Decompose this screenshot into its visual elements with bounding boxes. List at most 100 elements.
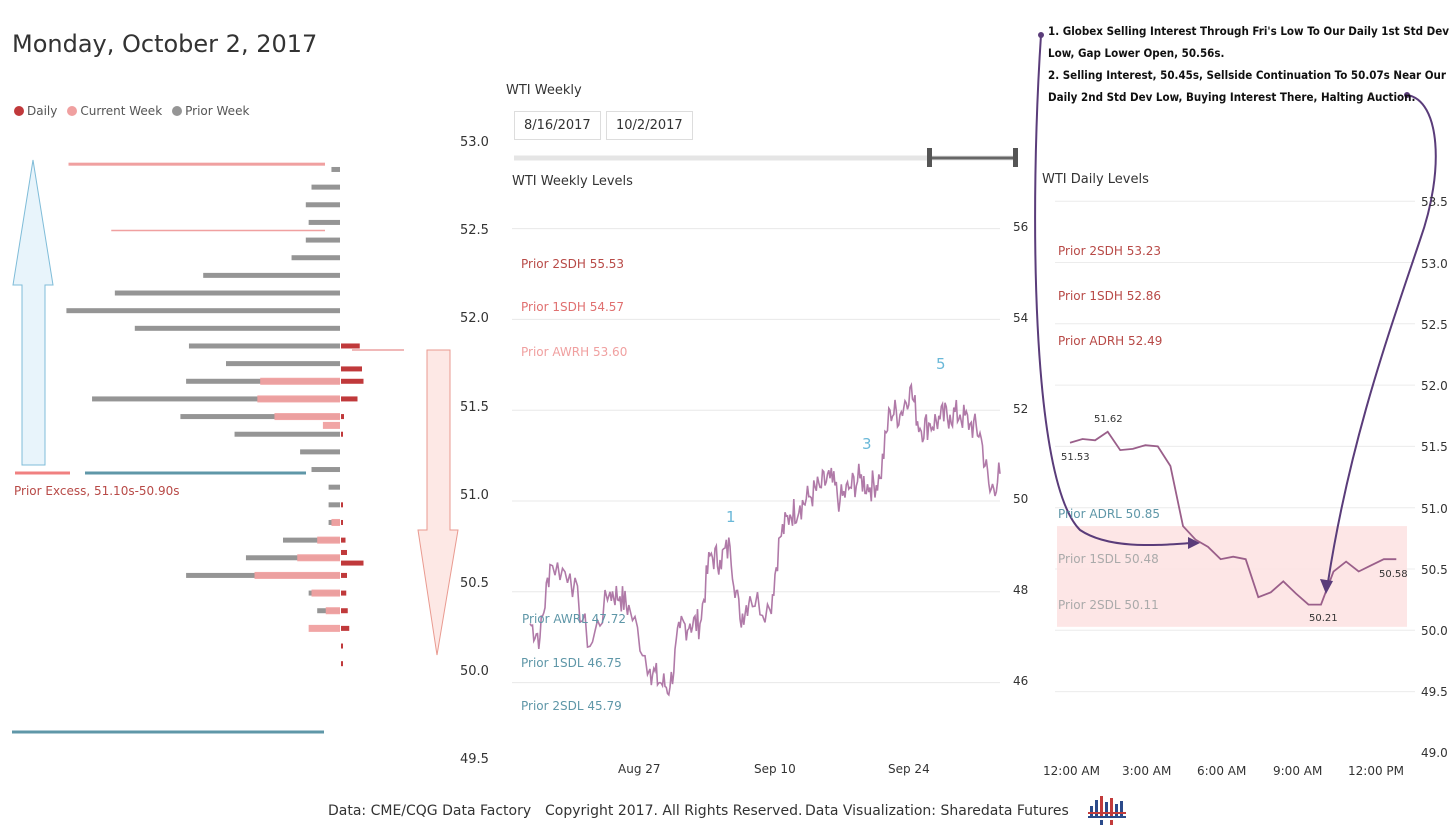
current-week-bar [260,377,340,385]
annotation-line: 1. Globex Selling Interest Through Fri's… [1048,24,1449,38]
profile-y-tick: 51.0 [460,488,489,503]
daily-x-tick: 12:00 PM [1348,764,1404,778]
daily-y-tick: 53.0 [1421,257,1448,271]
bar-chart-logo-icon [1088,796,1126,825]
daily-bar [341,572,347,578]
prior-week-bar [331,166,340,172]
arrow-head-icon [1320,579,1333,594]
prior-week-bar [328,502,340,508]
daily-level-label: Prior 1SDH 52.86 [1058,289,1162,303]
annotation-line: 2. Selling Interest, 50.45s, Sellside Co… [1048,68,1447,82]
annotation-line: Daily 2nd Std Dev Low, Buying Interest T… [1048,90,1416,104]
daily-bar [341,396,358,402]
down-arrow-icon [417,349,459,656]
weekly-y-tick: 48 [1013,583,1029,597]
prior-week-bar [134,325,340,331]
current-week-bar [317,536,340,544]
start-date-input[interactable]: 8/16/2017 [514,111,601,140]
legend-dot-current-week [67,106,78,116]
daily-y-tick: 51.0 [1421,502,1448,516]
footer-copyright: Copyright 2017. All Rights Reserved. [545,803,803,819]
legend-item-current-week[interactable]: Current Week [67,104,162,118]
prior-week-bar [283,537,340,543]
prior-week-bar [305,237,340,243]
weekly-x-tick: Aug 27 [618,762,661,776]
current-week-bar [257,395,340,403]
daily-price-line [1069,430,1397,606]
daily-bar [341,343,360,349]
current-week-bar [274,413,340,421]
profile-y-tick: 50.0 [460,664,489,679]
arrow-head-icon [1188,537,1200,549]
current-week-bar [308,624,340,632]
daily-bar [341,431,343,437]
daily-level-label: Prior 2SDL 50.11 [1058,598,1159,612]
date-slider-handle-end [1013,148,1018,167]
weekly-x-tick: Sep 10 [754,762,796,776]
page-title: Monday, October 2, 2017 [12,30,318,58]
weekly-y-tick: 54 [1013,311,1029,325]
prior-week-bar [305,202,340,208]
daily-bar [341,661,343,667]
profile-y-tick: 49.5 [460,752,489,767]
daily-bar [341,549,347,555]
current-week-bar [111,229,325,232]
current-week-bar [331,518,340,526]
prior-week-bar [66,308,341,314]
footer-source: Data: CME/CQG Data Factory [328,803,532,819]
daily-y-tick: 53.5 [1421,195,1448,209]
profile-y-tick: 50.5 [460,576,489,591]
date-slider-handle-start [927,148,932,167]
legend-item-daily[interactable]: Daily [14,104,57,118]
current-week-bar [297,554,340,562]
daily-bar [341,560,364,566]
weekly-level-label: Prior 1SDH 54.57 [521,300,625,314]
weekly-price-line [529,381,1001,697]
daily-x-tick: 3:00 AM [1122,764,1172,778]
daily-point-label: 51.62 [1094,414,1123,425]
prior-week-bar [114,290,340,296]
current-week-bar [322,421,340,429]
current-week-bar [68,162,325,166]
daily-bar [341,378,364,384]
daily-bar [341,502,343,508]
daily-bar [341,366,362,372]
prior-week-bar [188,343,340,349]
daily-y-tick: 52.0 [1421,379,1448,393]
profile-y-tick: 52.5 [460,223,489,238]
daily-x-tick: 12:00 AM [1043,764,1100,778]
prior-week-bar [92,396,340,402]
weekly-level-label: Prior AWRH 53.60 [521,345,628,359]
daily-level-label: Prior 1SDL 50.48 [1058,552,1159,566]
daily-point-label: 50.58 [1379,569,1408,580]
annotation-arrow-2 [1327,94,1437,583]
prior-week-bar [311,467,340,473]
prior-week-bar [203,272,340,278]
daily-level-label: Prior ADRL 50.85 [1058,507,1161,521]
weekly-x-tick: Sep 24 [888,762,930,776]
daily-bar [341,590,347,596]
prior-week-bar [245,555,340,561]
annotation-arrow-1 [1034,34,1193,547]
daily-level-label: Prior 2SDH 53.23 [1058,244,1162,258]
end-date-input[interactable]: 10/2/2017 [606,111,693,140]
daily-y-tick: 50.5 [1421,563,1448,577]
prior-week-bar [226,361,340,367]
current-week-bar [311,589,340,597]
daily-levels-title: WTI Daily Levels [1042,172,1149,187]
daily-bar [341,414,344,420]
weekly-level-label: Prior 1SDL 46.75 [521,656,622,670]
daily-bar [341,625,350,631]
prior-week-bar [311,184,340,190]
up-arrow-icon [12,159,54,466]
annotation-line: Low, Gap Lower Open, 50.56s. [1048,46,1225,60]
daily-level-label: Prior ADRH 52.49 [1058,334,1163,348]
daily-y-tick: 52.5 [1421,318,1448,332]
annotation-text: 1. Globex Selling Interest Through Fri's… [1048,20,1449,108]
legend-item-prior-week[interactable]: Prior Week [172,104,249,118]
daily-y-tick: 50.0 [1421,624,1448,638]
prior-week-bar [308,219,340,225]
daily-x-tick: 6:00 AM [1197,764,1247,778]
legend-dot-daily [14,106,24,116]
